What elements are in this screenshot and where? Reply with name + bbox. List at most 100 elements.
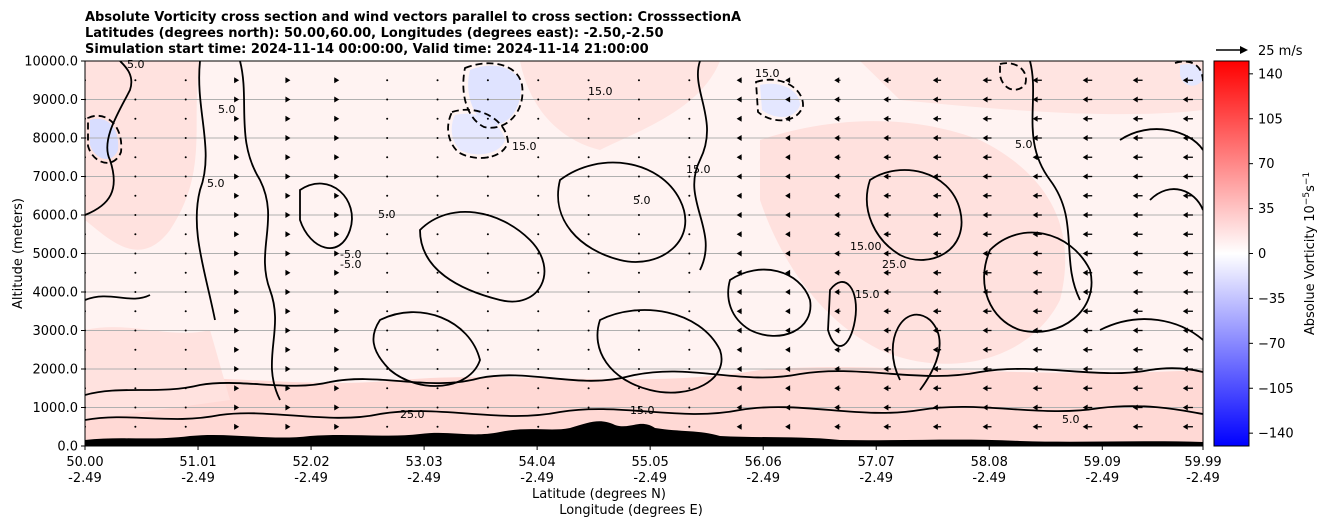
contour-label: 15.0	[686, 163, 711, 176]
wind-vector	[486, 368, 489, 370]
wind-vector-head	[883, 385, 889, 392]
wind-vector	[486, 310, 489, 313]
wind-vector	[537, 329, 540, 332]
wind-vector-head	[1082, 423, 1088, 430]
wind-vector	[637, 137, 640, 139]
wind-vector	[637, 98, 640, 101]
contour-label: -5.0	[340, 258, 361, 271]
wind-vector-head	[736, 135, 742, 141]
wind-vector	[688, 368, 691, 370]
contour-labels: 5.0 5.0 5.0 5.0 -5.0 15.0 15.0 15.0 15.0…	[127, 58, 1080, 426]
wind-vector-head	[982, 346, 988, 353]
wind-vector	[184, 348, 187, 351]
wind-vector	[386, 79, 389, 82]
wind-vector-head	[1032, 289, 1038, 295]
wind-vector-head	[1082, 308, 1088, 315]
wind-vector	[587, 175, 590, 178]
y-tick-label: 9000.0	[33, 93, 79, 108]
wind-vector	[688, 329, 691, 332]
wind-vector	[184, 368, 187, 370]
wind-vector	[386, 329, 389, 332]
chart-title-line-2: Latitudes (degrees north): 50.00,60.00, …	[85, 26, 664, 41]
wind-vector-head	[285, 96, 291, 103]
wind-vector	[184, 98, 187, 101]
wind-vector-head	[932, 231, 938, 238]
wind-vector-head	[1082, 115, 1088, 122]
plot-area: 5.0 5.0 5.0 5.0 -5.0 15.0 15.0 15.0 15.0…	[84, 58, 1204, 447]
x-tick-label-longitude: -2.49	[181, 471, 215, 486]
contour-line	[557, 161, 687, 263]
wind-vector	[637, 368, 640, 370]
contour-label: 15.0	[630, 404, 655, 417]
wind-vector	[537, 79, 540, 82]
wind-vector-head	[1082, 154, 1088, 161]
wind-vector	[386, 310, 389, 313]
wind-vector	[386, 117, 389, 120]
wind-vector-head	[285, 77, 291, 84]
contour-line	[827, 281, 857, 347]
contour-label: 25.0	[400, 408, 425, 421]
wind-vector-head	[883, 269, 889, 276]
wind-vector-head	[883, 192, 889, 199]
y-tick-label: 0.0	[57, 440, 78, 455]
wind-vector	[688, 252, 691, 255]
contour-line	[419, 210, 546, 303]
wind-vector-head	[736, 327, 742, 334]
wind-vector	[537, 214, 540, 216]
wind-vector-head	[1032, 115, 1038, 122]
wind-vector	[587, 348, 590, 351]
colorbar-ticks: 140 105 70 35 0 −35 −70 −105 −140	[1249, 67, 1294, 442]
wind-vector-head	[1032, 366, 1038, 372]
y-tick-label: 7000.0	[33, 170, 79, 185]
wind-vector	[587, 310, 590, 313]
wind-vector-head	[1032, 77, 1038, 84]
wind-vector	[436, 117, 439, 120]
wind-vector	[134, 425, 137, 428]
wind-vector-head	[1032, 385, 1038, 392]
contour-line	[727, 268, 812, 337]
wind-vector-head	[1032, 308, 1038, 315]
wind-vector-head	[285, 327, 291, 334]
wind-vector	[436, 425, 439, 428]
wind-vector-head	[736, 115, 742, 122]
wind-vector-head	[932, 154, 938, 161]
contour-line	[299, 182, 353, 249]
wind-vector-head	[285, 250, 291, 257]
wind-vector-head	[1132, 77, 1138, 84]
x-tick-label-longitude: -2.49	[972, 471, 1006, 486]
wind-vector-head	[785, 366, 791, 372]
wind-vector	[184, 117, 187, 120]
contour-line	[891, 313, 941, 391]
wind-vector-head	[834, 327, 840, 334]
wind-vector-head	[834, 404, 840, 411]
vorticity-patch-negative	[760, 83, 800, 117]
wind-vector	[486, 233, 489, 236]
wind-vector-head	[285, 269, 291, 276]
wind-vector-head	[1082, 212, 1088, 218]
wind-vector-head	[1182, 385, 1188, 392]
wind-vector	[537, 137, 540, 139]
wind-vector-head	[334, 192, 340, 199]
wind-vector-head	[285, 154, 291, 161]
wind-vector	[587, 252, 590, 255]
colorbar-tick-label: 140	[1258, 67, 1283, 82]
wind-vector-head	[736, 154, 742, 161]
wind-vector-head	[285, 135, 291, 141]
contour-line	[195, 61, 216, 321]
wind-vector	[184, 271, 187, 274]
wind-vector-head	[883, 404, 889, 411]
x-tick-label-latitude: 56.06	[745, 455, 782, 470]
x-axis-label-latitude: Latitude (degrees N)	[532, 487, 666, 502]
wind-vector-head	[285, 115, 291, 122]
wind-vector-head	[932, 269, 938, 276]
wind-vector-head	[834, 250, 840, 257]
x-tick-label-latitude: 58.08	[971, 455, 1008, 470]
wind-vector-head	[1082, 327, 1088, 334]
wind-vector	[134, 406, 137, 409]
colorbar-tick-label: −35	[1258, 292, 1285, 307]
wind-vector-head	[982, 366, 988, 372]
wind-vector-head	[883, 77, 889, 84]
contour-line	[693, 61, 708, 271]
wind-vector-head	[1082, 346, 1088, 353]
wind-vector-head	[285, 212, 291, 218]
